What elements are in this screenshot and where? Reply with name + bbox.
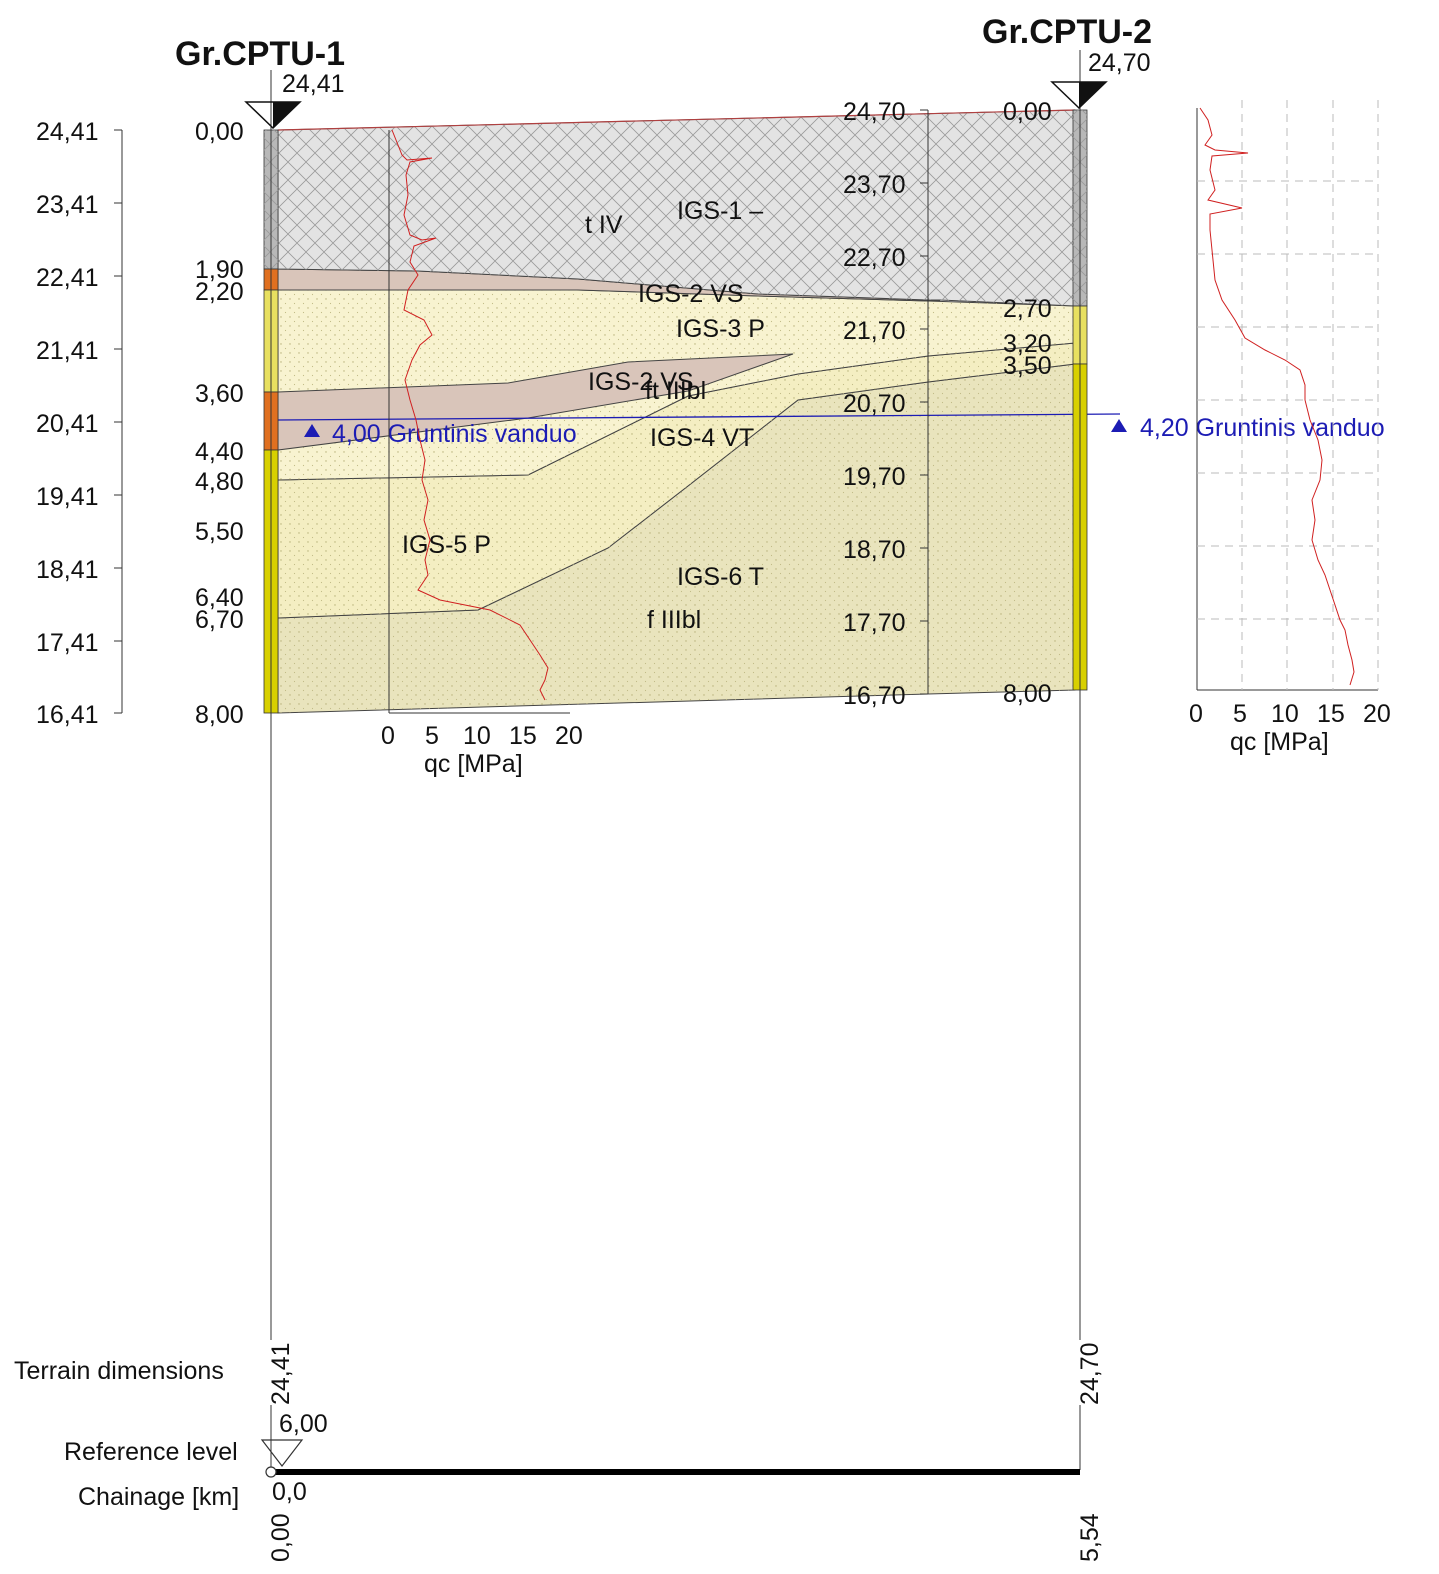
depth-label: 2,70 [1003,295,1052,323]
water-table-marker-1 [304,424,320,437]
reference-level-marker [260,1439,304,1467]
elevation-tick-label: 19,70 [843,463,906,491]
distance-value-2: 5,54 [1076,1513,1104,1562]
chainage-label: Chainage [km] [78,1483,239,1511]
depth-label: 1,90 [195,256,244,284]
depth-label: 6,40 [195,584,244,612]
cpt2-tick: 20 [1363,700,1391,728]
elevation-tick-label: 19,41 [36,483,99,511]
cpt-curve-1 [391,129,549,701]
borehole-header-1: Gr.CPTU-1 24,41 [175,35,345,130]
elevation-tick-label: 18,70 [843,536,906,564]
elevation-tick-label: 22,41 [36,264,99,292]
depth-label: 0,00 [1003,98,1052,126]
layer-igs2-lens [277,353,794,451]
cpt1-tick: 5 [425,722,439,750]
cpt1-tick: 15 [509,722,537,750]
water-table: 4,00 Gruntinis vanduo 4,20 Gruntinis van… [277,413,1385,448]
borehole-2-name: Gr.CPTU-2 [982,13,1152,51]
depth-label: 2,20 [195,278,244,306]
terrain-footer: Terrain dimensions 24,41 24,70 Reference… [14,1342,1104,1562]
borehole-2-depth-labels: 0,00 2,70 3,20 3,50 8,00 [1003,98,1052,708]
elevation-tick-label: 21,41 [36,337,99,365]
cpt-curve-2 [1199,107,1355,686]
layer-label-igs2-lens: IGS-2 VS [588,368,694,396]
elevation-tick-label: 17,70 [843,609,906,637]
elevation-tick-label: 16,41 [36,701,99,729]
depth-label: 3,20 [1003,330,1052,358]
cpt-chart-2: 0 5 10 15 20 qc [MPa] [1189,100,1391,756]
depth-label: 3,50 [1003,352,1052,380]
layer-label-igs6: IGS-6 T [677,563,764,591]
borehole-1-depth-labels: 0,00 1,90 2,20 3,60 4,40 4,80 5,50 6,40 … [195,118,244,729]
borehole-1-name: Gr.CPTU-1 [175,35,345,73]
layer-label-ft: ft IIIbl [645,377,706,405]
cpt1-axis-label: qc [MPa] [424,750,523,778]
terrain-value-1: 24,41 [267,1342,295,1405]
elevation-tick-label: 20,41 [36,410,99,438]
distance-value-1: 0,00 [267,1513,295,1562]
cpt2-tick: 10 [1271,700,1299,728]
soil-layers [277,109,1076,714]
elevation-tick-label: 17,41 [36,629,99,657]
water-table-label-1: 4,00 Gruntinis vanduo [332,420,577,448]
cpt1-tick: 10 [463,722,491,750]
depth-label: 8,00 [1003,680,1052,708]
layer-labels: IGS-1 – t IV IGS-2 VS IGS-3 P IGS-2 VS f… [402,197,765,634]
water-table-label-2: 4,20 Gruntinis vanduo [1140,414,1385,442]
terrain-value-2: 24,70 [1076,1342,1104,1405]
borehole-1-elevation: 24,41 [282,70,345,98]
layer-label-igs5: IGS-5 P [402,531,491,559]
cpt2-axis-label: qc [MPa] [1230,728,1329,756]
chainage-value: 0,0 [272,1478,307,1506]
layer-label-t4: t IV [585,211,623,239]
elevation-tick-label: 20,70 [843,390,906,418]
borehole-2-elevation-axis: 24,70 23,70 22,70 21,70 20,70 19,70 18,7… [843,98,929,710]
depth-label: 5,50 [195,518,244,546]
depth-label: 0,00 [195,118,244,146]
water-table-marker-2 [1111,419,1127,432]
elevation-tick-label: 24,41 [36,118,99,146]
layer-label-igs4: IGS-4 VT [650,424,754,452]
reference-level-label: Reference level [64,1438,238,1466]
elevation-tick-label: 23,70 [843,171,906,199]
elevation-tick-label: 18,41 [36,556,99,584]
elevation-tick-label: 21,70 [843,317,906,345]
depth-label: 3,60 [195,380,244,408]
depth-label: 4,40 [195,438,244,466]
depth-label: 8,00 [195,701,244,729]
elevation-tick-label: 16,70 [843,682,906,710]
elevation-tick-label: 22,70 [843,244,906,272]
cpt2-tick: 15 [1317,700,1345,728]
terrain-dimensions-label: Terrain dimensions [14,1357,224,1385]
cpt2-tick: 5 [1233,700,1247,728]
elevation-tick-label: 24,70 [843,98,906,126]
cpt1-tick: 0 [381,722,395,750]
left-elevation-axis: 24,41 23,41 22,41 21,41 20,41 19,41 18,4… [36,118,123,729]
reference-level-value: 6,00 [279,1410,328,1438]
borehole-header-2: Gr.CPTU-2 24,70 [982,13,1152,110]
elevation-tick-label: 23,41 [36,191,99,219]
layer-label-f3: f IIIbl [647,606,701,634]
layer-label-igs2: IGS-2 VS [638,280,744,308]
cpt1-tick: 20 [555,722,583,750]
cpt-chart-1: 0 5 10 15 20 qc [MPa] [381,129,583,778]
depth-label: 6,70 [195,606,244,634]
layer-label-igs1: IGS-1 – [677,197,763,225]
layer-label-igs3: IGS-3 P [676,315,765,343]
depth-label: 4,80 [195,468,244,496]
cpt2-tick: 0 [1189,700,1203,728]
borehole-2-elevation: 24,70 [1088,49,1151,77]
